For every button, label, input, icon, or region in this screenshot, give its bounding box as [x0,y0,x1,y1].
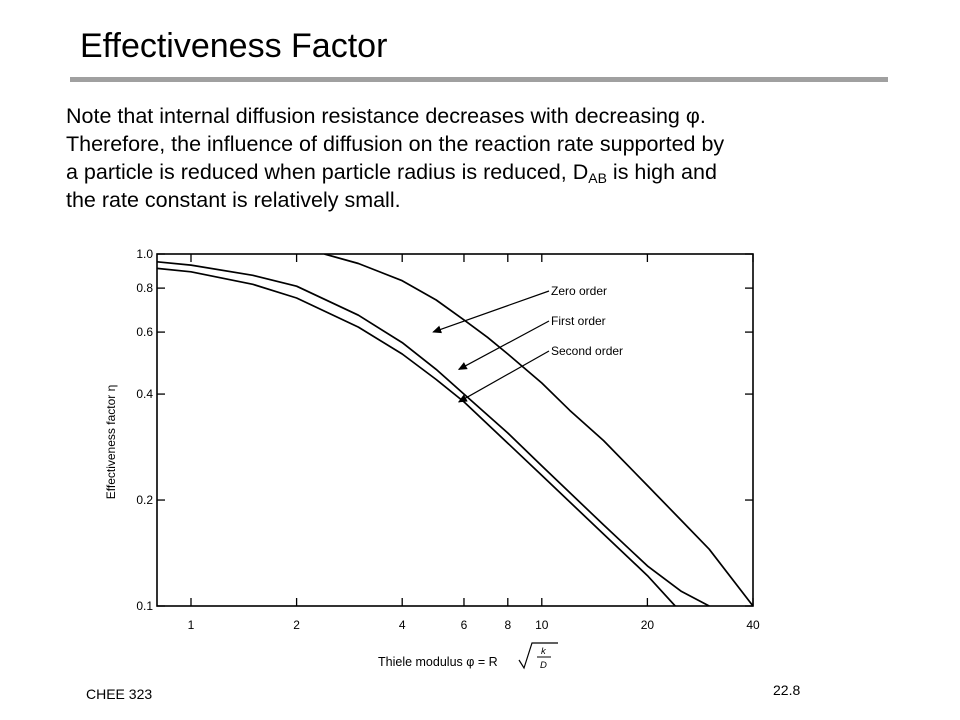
y-tick-label: 0.1 [136,599,153,613]
x-tick-label: 6 [461,618,468,632]
series-line-second-order [157,267,676,606]
para-line-1: Note that internal diffusion resistance … [66,104,686,128]
fraction-numerator: k [541,646,547,657]
x-tick-label: 8 [504,618,511,632]
para-line-4: the rate constant is relatively small. [66,188,401,212]
effectiveness-factor-chart: 1.0 0.8 0.6 0.4 0.2 0.1 1 2 4 6 8 10 20 40 Zero order… [104,247,760,671]
slide-title: Effectiveness Factor [80,27,388,65]
annotation-label-second-order: Second order [551,344,623,358]
annotation-label-zero-order: Zero order [551,284,607,298]
y-tick-label: 1.0 [136,247,153,261]
chart-frame [156,253,754,607]
para-line-3a: a particle is reduced when particle radi… [66,160,589,184]
annotation-label-first-order: First order [551,314,606,328]
x-axis-title: Thiele modulus φ = R [378,655,498,669]
annotation-arrow [457,350,550,403]
y-tick-label: 0.2 [136,493,153,507]
para-line-2: Therefore, the influence of diffusion on… [66,132,725,156]
y-axis-title: Effectiveness factor η [104,385,118,500]
para-subscript: AB [588,170,607,186]
chart-series [157,254,753,606]
y-tick-label: 0.6 [136,325,153,339]
title-divider [70,77,888,82]
plot-frame [156,253,754,607]
series-line-first-order [157,260,710,606]
x-tick-label: 10 [535,618,549,632]
series-line-zero-order [324,254,753,606]
x-tick-label: 2 [293,618,300,632]
y-tick-label: 0.8 [136,281,153,295]
x-tick-label: 1 [188,618,195,632]
annotation-arrow [457,320,550,370]
phi-symbol: φ [685,104,700,128]
para-line-1-end: . [699,104,706,128]
x-axis-label: Thiele modulus φ = R kD [378,642,558,671]
chart-axes: 1.0 0.8 0.6 0.4 0.2 0.1 1 2 4 6 8 10 20 40 [136,247,760,632]
para-line-3b: is high and [606,160,717,184]
y-tick-label: 0.4 [136,387,153,401]
x-tick-label: 40 [746,618,760,632]
x-tick-label: 20 [641,618,655,632]
x-tick-label: 4 [399,618,406,632]
sqrt-symbol [518,642,558,670]
slide-number: 22.8 [773,682,801,698]
body-paragraph: Note that internal diffusion resistance … [66,102,896,214]
annotation-arrow [432,290,550,334]
course-code: CHEE 323 [86,686,153,702]
y-axis-label: Effectiveness factor η [104,385,118,500]
chart-annotations: Zero order First order Second order [432,284,623,403]
fraction-denominator: D [540,660,547,671]
